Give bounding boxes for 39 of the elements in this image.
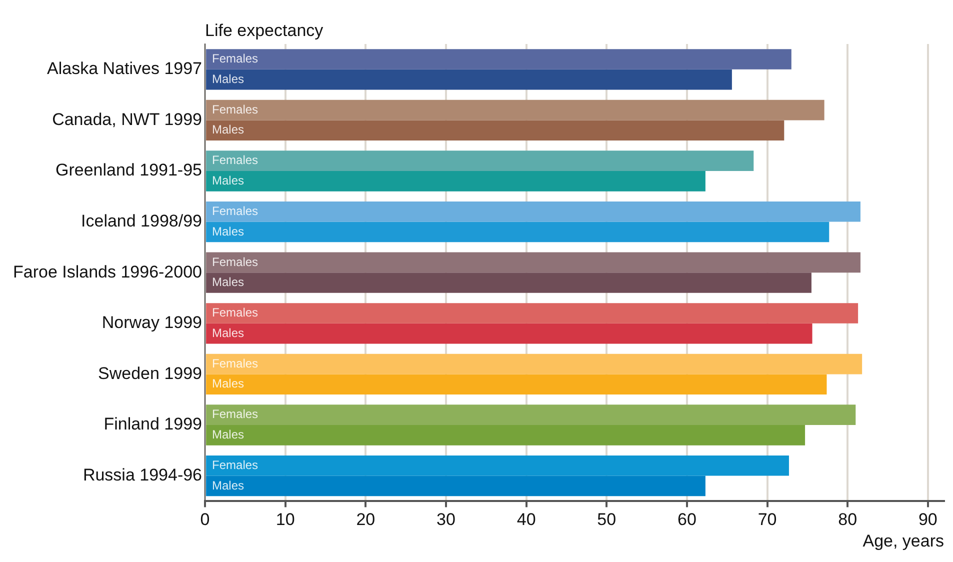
x-tick-label: 20 (356, 510, 376, 530)
y-tick-label: Finland 1999 (104, 414, 202, 434)
text: Males (212, 72, 244, 86)
text: Females (212, 356, 258, 370)
text: Females (212, 458, 258, 472)
x-tick-label: 30 (436, 510, 456, 530)
text: Females (212, 102, 258, 116)
text: Females (212, 254, 258, 269)
text: Females (212, 153, 258, 168)
x-tick-label: 90 (918, 510, 938, 530)
text: Males (212, 122, 244, 137)
y-tick-label: Canada, NWT 1999 (52, 110, 202, 129)
x-tick-label: 60 (678, 510, 696, 530)
x-tick-label: 0 (200, 510, 210, 530)
text: Females (212, 204, 258, 218)
y-tick-label: Sweden 1999 (98, 364, 202, 383)
series-label: Males (212, 478, 244, 492)
y-tick-label: Alaska Natives 1997 (47, 59, 202, 78)
series-label: Females (212, 407, 258, 422)
y-tick-label: Russia 1994-96 (82, 465, 202, 484)
text: Males (212, 173, 244, 188)
text: Males (212, 326, 244, 340)
chart-title: Life expectancy (205, 21, 324, 40)
x-tick-label: 70 (758, 510, 777, 530)
y-tick-label: Norway 1999 (102, 313, 202, 332)
text: Males (212, 427, 244, 442)
text: Males (212, 224, 244, 238)
x-axis-title: Age, years (862, 531, 944, 550)
text: Females (212, 306, 258, 320)
text: Males (212, 275, 244, 290)
text: Males (212, 376, 244, 391)
text: Females (212, 52, 258, 66)
x-tick-label: 50 (597, 510, 616, 530)
x-tick-label: 10 (276, 510, 295, 530)
y-tick-label: Greenland 1991-95 (56, 160, 202, 180)
y-tick-label: Iceland 1998/99 (81, 211, 202, 230)
x-tick-label: 40 (516, 510, 536, 530)
x-tick-label: 80 (838, 510, 858, 530)
y-tick-label: Faroe Islands 1996-2000 (12, 262, 202, 282)
